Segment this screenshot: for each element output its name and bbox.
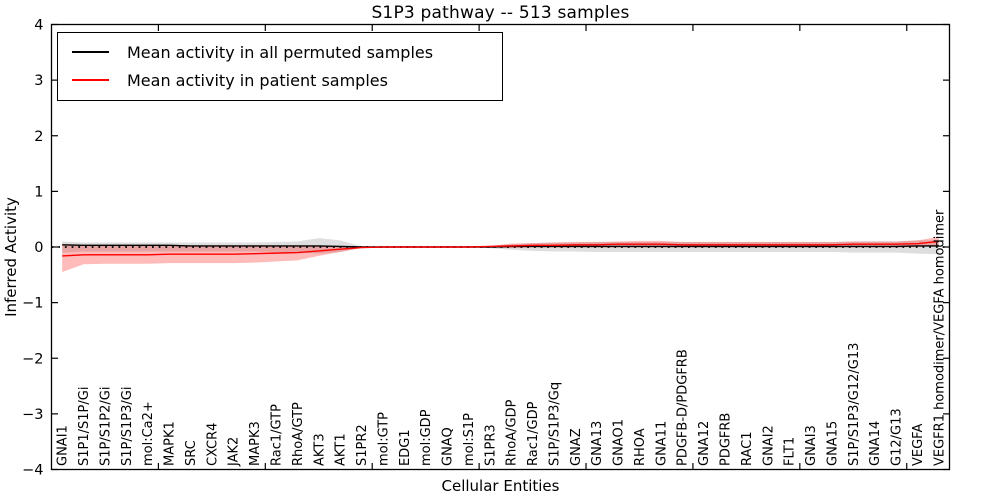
legend: Mean activity in all permuted samples Me… [57, 32, 503, 101]
patient-mean-line [62, 240, 939, 257]
x-category-label: S1P/S1P3/G12/G13 [847, 343, 862, 466]
x-category-label: RhoA/GDP [505, 399, 520, 466]
x-category-label: RAC1 [740, 431, 755, 466]
x-category-label: GNAO1 [612, 419, 627, 466]
x-category-label: G12/G13 [890, 408, 905, 466]
x-category-label: S1P/S1P3/Gq [547, 382, 562, 466]
x-category-label: MAPK1 [163, 421, 178, 466]
x-category-label: mol:S1P [462, 413, 477, 466]
x-category-label: AKT3 [312, 433, 327, 466]
x-category-label: mol:GTP [376, 412, 391, 466]
x-category-label: S1P1/S1P/Gi [77, 387, 92, 466]
x-category-label: mol:Ca2+ [141, 401, 156, 466]
legend-label-patient: Mean activity in patient samples [127, 70, 388, 90]
x-category-label: S1PR3 [483, 424, 498, 466]
y-tick-label: 1 [34, 184, 43, 200]
legend-entry-permuted: Mean activity in all permuted samples [58, 38, 502, 66]
legend-line-sample-patient [72, 79, 109, 81]
x-category-label: S1PR2 [355, 424, 370, 466]
y-tick-label: −4 [22, 463, 43, 479]
y-tick-label: 4 [34, 18, 43, 34]
x-category-label: Rac1/GDP [526, 401, 541, 466]
x-category-label: AKT1 [334, 433, 349, 466]
x-category-label: GNAI2 [761, 425, 776, 466]
x-category-label: VEGFR1 homodimer/VEGFA homodimer [932, 209, 947, 466]
x-category-label: GNAI1 [56, 425, 71, 466]
y-tick-label: −2 [22, 351, 43, 367]
x-category-label: VEGFA [911, 424, 926, 466]
y-tick-label: 0 [34, 240, 43, 256]
chart-title: S1P3 pathway -- 513 samples [371, 3, 630, 23]
x-category-label: CXCR4 [205, 423, 220, 466]
x-category-label: S1P/S1P2/Gi [98, 387, 113, 466]
legend-label-permuted: Mean activity in all permuted samples [127, 42, 434, 62]
y-tick-label: −1 [22, 296, 43, 312]
x-category-label: mol:GDP [419, 409, 434, 466]
x-category-label: Rac1/GTP [270, 404, 285, 466]
x-category-label: S1P/S1P3/Gi [120, 387, 135, 466]
x-category-label: EDG1 [398, 429, 413, 466]
x-category-label: MAPK3 [248, 421, 263, 466]
x-category-label: PDGFRB [719, 413, 734, 466]
legend-entry-patient: Mean activity in patient samples [58, 66, 502, 94]
x-category-label: GNAQ [441, 427, 456, 466]
x-category-label: GNA13 [590, 421, 605, 466]
y-tick-label: 3 [34, 73, 43, 89]
x-axis-title: Cellular Entities [441, 477, 560, 495]
y-axis-title: Inferred Activity [2, 197, 20, 317]
x-category-label: JAK2 [227, 437, 242, 467]
x-category-label: RhoA/GTP [291, 402, 306, 466]
x-category-label: GNA14 [868, 421, 883, 466]
x-category-label: GNAZ [569, 428, 584, 466]
x-category-label: RHOA [633, 428, 648, 466]
legend-line-sample-permuted [72, 51, 109, 53]
x-category-label: GNA12 [697, 421, 712, 466]
x-category-label: PDGFB-D/PDGFRB [676, 349, 691, 466]
x-category-label: GNA11 [654, 421, 669, 466]
y-tick-label: −3 [22, 407, 43, 423]
x-category-label: SRC [184, 440, 199, 466]
y-tick-label: 2 [34, 129, 43, 145]
x-category-label: GNA15 [825, 421, 840, 466]
x-category-label: GNAI3 [804, 425, 819, 466]
x-category-label: FLT1 [783, 437, 798, 466]
